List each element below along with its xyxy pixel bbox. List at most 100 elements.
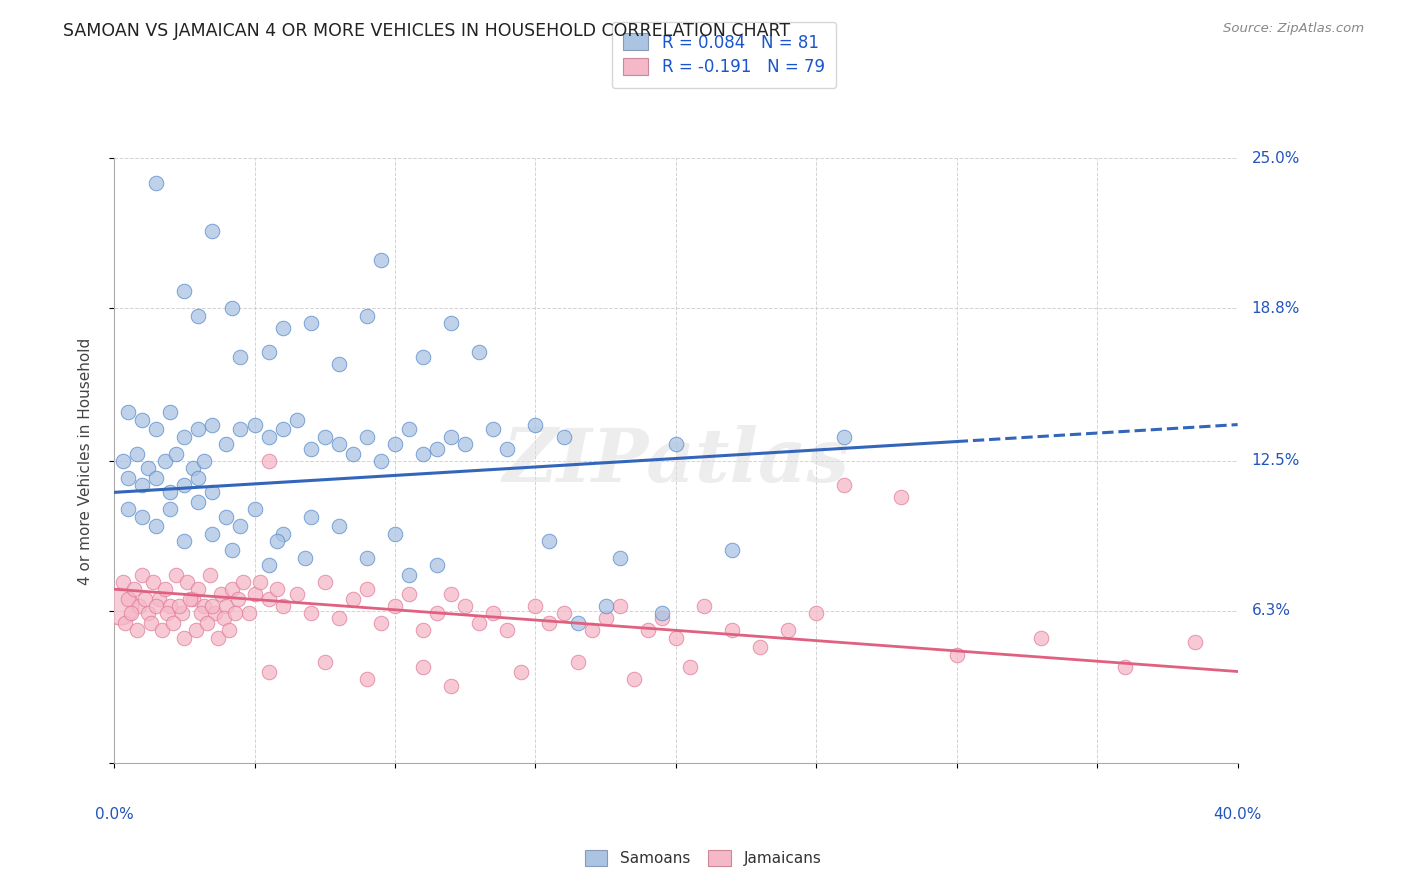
- Point: [145, 471, 167, 485]
- Point: [356, 672, 378, 686]
- Point: [581, 624, 603, 638]
- Point: [299, 442, 322, 456]
- Point: [294, 550, 316, 565]
- Point: [238, 607, 260, 621]
- Point: [1114, 659, 1136, 673]
- Point: [440, 679, 463, 693]
- Point: [117, 471, 139, 485]
- Point: [299, 316, 322, 330]
- Point: [398, 587, 420, 601]
- Point: [356, 430, 378, 444]
- Point: [314, 430, 336, 444]
- Legend: Samoans, Jamaicans: Samoans, Jamaicans: [576, 842, 830, 873]
- Point: [356, 550, 378, 565]
- Text: 6.3%: 6.3%: [1251, 604, 1291, 618]
- Point: [271, 320, 294, 334]
- Point: [524, 417, 547, 432]
- Point: [243, 502, 266, 516]
- Point: [623, 672, 645, 686]
- Point: [145, 519, 167, 533]
- Point: [159, 485, 181, 500]
- Point: [328, 611, 350, 625]
- Point: [266, 582, 288, 597]
- Point: [370, 616, 392, 631]
- Point: [145, 422, 167, 436]
- Point: [173, 478, 195, 492]
- Point: [271, 526, 294, 541]
- Y-axis label: 4 or more Vehicles in Household: 4 or more Vehicles in Household: [79, 337, 93, 584]
- Point: [567, 616, 589, 631]
- Point: [370, 454, 392, 468]
- Point: [1184, 635, 1206, 649]
- Point: [778, 624, 800, 638]
- Point: [190, 607, 212, 621]
- Point: [221, 543, 243, 558]
- Point: [370, 252, 392, 267]
- Point: [538, 533, 561, 548]
- Point: [153, 454, 176, 468]
- Point: [468, 616, 491, 631]
- Point: [229, 519, 252, 533]
- Point: [328, 437, 350, 451]
- Point: [120, 607, 142, 621]
- Point: [165, 567, 187, 582]
- Point: [665, 631, 688, 645]
- Point: [651, 611, 673, 625]
- Point: [257, 665, 280, 679]
- Point: [665, 437, 688, 451]
- Point: [553, 607, 575, 621]
- Point: [167, 599, 190, 614]
- Point: [257, 558, 280, 572]
- Point: [176, 574, 198, 589]
- Point: [125, 447, 148, 461]
- Point: [128, 599, 150, 614]
- Point: [890, 490, 912, 504]
- Point: [215, 599, 238, 614]
- Point: [356, 582, 378, 597]
- Point: [111, 454, 134, 468]
- Point: [482, 422, 505, 436]
- Point: [201, 224, 224, 238]
- Point: [201, 526, 224, 541]
- Legend: R = 0.084   N = 81, R = -0.191   N = 79: R = 0.084 N = 81, R = -0.191 N = 79: [612, 21, 837, 88]
- Point: [136, 461, 159, 475]
- Point: [114, 616, 136, 631]
- Point: [412, 350, 434, 364]
- Point: [131, 509, 153, 524]
- Point: [721, 624, 744, 638]
- Point: [595, 611, 617, 625]
- Point: [285, 413, 308, 427]
- Point: [201, 485, 224, 500]
- Point: [195, 616, 218, 631]
- Point: [187, 309, 209, 323]
- Text: 25.0%: 25.0%: [1251, 151, 1301, 166]
- Point: [426, 558, 449, 572]
- Point: [218, 624, 240, 638]
- Point: [224, 607, 246, 621]
- Point: [165, 447, 187, 461]
- Point: [117, 405, 139, 419]
- Point: [150, 624, 173, 638]
- Point: [384, 437, 406, 451]
- Point: [538, 616, 561, 631]
- Point: [145, 599, 167, 614]
- Point: [609, 550, 631, 565]
- Point: [226, 591, 249, 606]
- Point: [156, 607, 179, 621]
- Point: [111, 574, 134, 589]
- Point: [454, 437, 477, 451]
- Text: 0.0%: 0.0%: [94, 807, 134, 822]
- Point: [243, 417, 266, 432]
- Point: [440, 316, 463, 330]
- Point: [159, 599, 181, 614]
- Point: [159, 502, 181, 516]
- Point: [201, 417, 224, 432]
- Point: [482, 607, 505, 621]
- Point: [142, 574, 165, 589]
- Point: [384, 526, 406, 541]
- Point: [198, 567, 221, 582]
- Point: [184, 624, 207, 638]
- Point: [193, 454, 215, 468]
- Point: [187, 582, 209, 597]
- Point: [187, 422, 209, 436]
